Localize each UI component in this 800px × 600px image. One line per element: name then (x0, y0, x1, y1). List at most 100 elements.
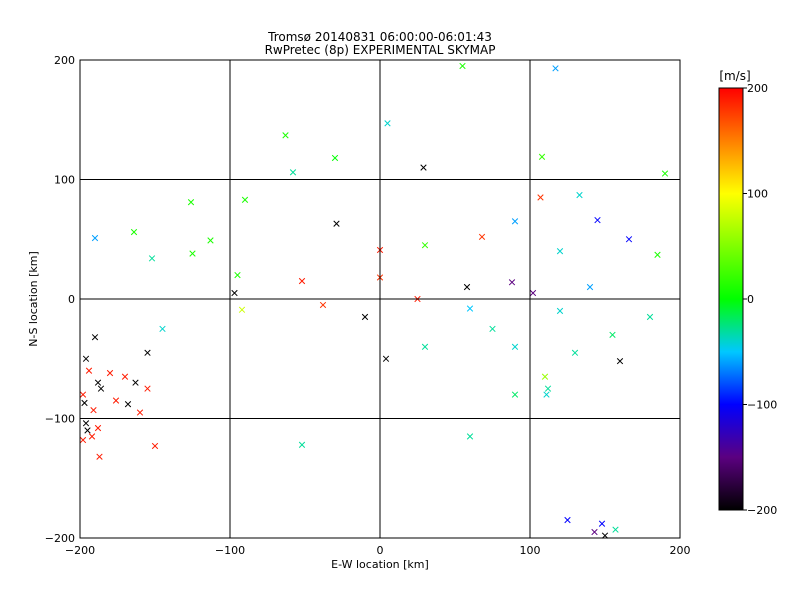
y-tick-label-1: −100 (45, 413, 75, 426)
data-point-38 (466, 305, 474, 312)
data-point-60 (79, 391, 87, 398)
data-point-39 (556, 307, 564, 315)
data-point-79 (564, 516, 571, 524)
data-point-0 (459, 62, 466, 70)
data-point-46 (421, 343, 429, 350)
data-point-17 (91, 234, 99, 242)
data-point-62 (511, 391, 519, 398)
data-point-56 (541, 373, 549, 380)
data-point-71 (84, 427, 91, 434)
x-tick-label-4: 200 (670, 544, 691, 557)
data-point-27 (234, 271, 241, 279)
data-point-25 (556, 248, 564, 255)
data-point-50 (382, 355, 390, 362)
data-point-36 (319, 301, 327, 309)
data-point-44 (159, 325, 166, 333)
data-point-67 (124, 401, 132, 408)
y-axis: −200 −100 0 100 200 (45, 54, 86, 545)
data-point-11 (537, 194, 544, 201)
data-point-5 (538, 153, 546, 160)
data-point-20 (625, 236, 633, 243)
x-tick-label-0: −200 (65, 544, 95, 557)
data-point-76 (298, 441, 306, 448)
data-point-37 (238, 306, 246, 313)
x-tick-label-2: 0 (377, 544, 384, 557)
x-tick-label-1: −100 (215, 544, 245, 557)
data-point-8 (289, 169, 297, 176)
data-point-1 (552, 65, 559, 72)
colorbar-tick-label-0: 200 (747, 82, 768, 95)
data-point-30 (463, 283, 471, 291)
y-axis-label: N-S location [km] (27, 251, 40, 347)
y-tick-label-4: 200 (54, 54, 75, 67)
data-point-65 (81, 399, 88, 407)
data-point-47 (511, 343, 519, 350)
colorbar-ticks: 200 100 0 −100 −200 (743, 82, 777, 517)
data-point-24 (421, 242, 429, 249)
data-point-48 (571, 349, 579, 356)
colorbar-gradient (718, 87, 744, 511)
data-point-35 (529, 289, 537, 297)
data-point-53 (85, 367, 93, 374)
x-axis: −200 −100 0 100 200 (65, 532, 691, 557)
colorbar-tick-label-4: −200 (747, 504, 777, 517)
scatter-points (79, 62, 669, 539)
data-point-6 (420, 164, 427, 171)
grid-lines (80, 60, 680, 538)
data-point-33 (231, 289, 238, 297)
data-point-58 (132, 379, 139, 386)
y-tick-label-3: 100 (54, 174, 75, 187)
data-point-59 (144, 385, 151, 392)
data-point-51 (616, 357, 624, 365)
y-tick-label-2: 0 (68, 293, 75, 306)
data-point-81 (591, 528, 598, 536)
x-tick-label-3: 100 (520, 544, 541, 557)
x-axis-label: E-W location [km] (331, 558, 429, 571)
data-point-28 (298, 277, 306, 285)
data-point-52 (82, 355, 90, 362)
data-point-49 (144, 349, 151, 356)
data-point-80 (598, 520, 606, 527)
data-point-82 (601, 532, 609, 539)
data-point-41 (361, 313, 369, 321)
data-point-26 (654, 251, 661, 258)
colorbar-tick-label-2: 0 (747, 293, 754, 306)
data-point-23 (148, 255, 156, 262)
data-point-15 (594, 216, 601, 224)
colorbar-tick-label-3: −100 (747, 399, 777, 412)
data-point-18 (207, 237, 214, 244)
data-point-16 (130, 228, 138, 236)
data-point-69 (136, 409, 144, 416)
data-point-77 (96, 453, 103, 460)
data-point-32 (586, 283, 594, 291)
data-point-73 (79, 436, 87, 444)
data-point-70 (82, 420, 90, 427)
data-point-68 (90, 406, 97, 414)
data-point-55 (121, 373, 129, 380)
data-point-63 (544, 385, 552, 392)
data-point-7 (661, 170, 669, 177)
chart-subtitle: RwPretec (8p) EXPERIMENTAL SKYMAP (265, 43, 496, 57)
data-point-40 (646, 313, 654, 321)
y-tick-label-0: −200 (45, 532, 75, 545)
data-point-3 (282, 132, 289, 139)
data-point-13 (333, 220, 340, 227)
data-point-54 (106, 369, 114, 377)
data-point-12 (576, 191, 583, 199)
data-point-57 (94, 379, 102, 386)
data-point-22 (189, 250, 196, 257)
data-point-78 (466, 433, 474, 440)
data-point-66 (543, 391, 550, 398)
data-point-19 (478, 233, 486, 241)
chart-title: Tromsø 20140831 06:00:00-06:01:43 (267, 30, 492, 44)
data-point-72 (88, 433, 96, 440)
data-point-43 (609, 331, 616, 339)
data-point-83 (612, 526, 619, 533)
colorbar-tick-label-1: 100 (747, 188, 768, 201)
data-point-10 (241, 196, 249, 203)
data-point-75 (151, 442, 159, 450)
data-point-61 (97, 385, 105, 392)
data-point-9 (187, 199, 195, 206)
data-point-2 (384, 120, 391, 127)
